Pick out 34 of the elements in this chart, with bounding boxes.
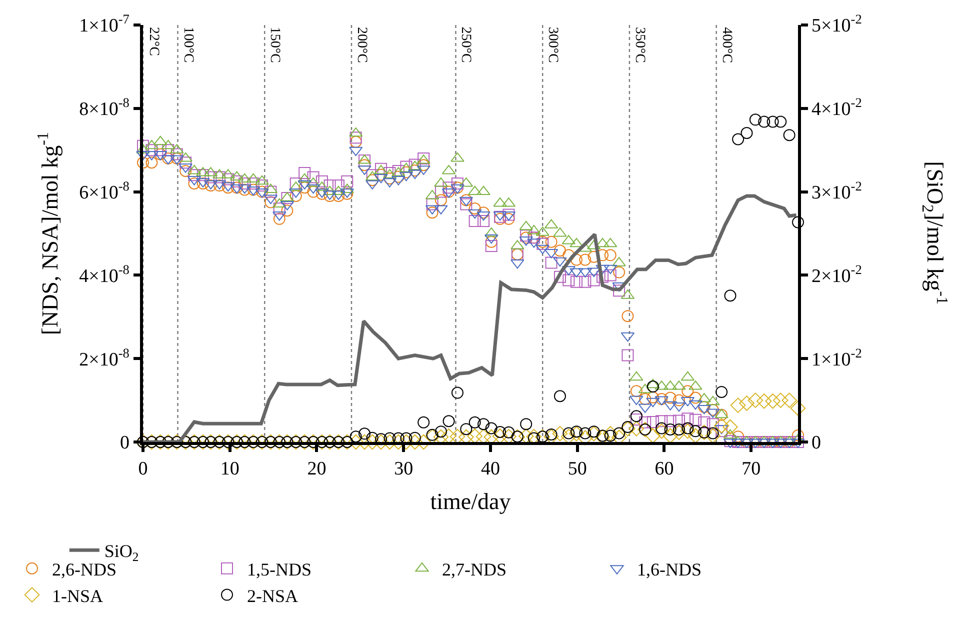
ref-line-label: 150°C [267, 26, 282, 63]
x-tick-label: 50 [568, 458, 587, 480]
y-tick-label: 2×10$^{-8}$ [79, 345, 130, 370]
ref-line-label: 300°C [545, 26, 560, 63]
legend-label: 1-NSA [52, 586, 104, 606]
y-tick-label: 8×10$^{-8}$ [79, 95, 130, 120]
x-tick-label: 40 [480, 458, 500, 480]
legend-label: 1,6-NDS [637, 559, 702, 580]
y-tick-label: 6×10$^{-8}$ [79, 178, 130, 204]
x-tick-label: 20 [307, 458, 326, 480]
ref-line-label: 22°C [146, 27, 161, 56]
y2-tick-label: 3×10$^{-2}$ [812, 178, 862, 204]
ref-line-label: 250°C [458, 26, 474, 63]
y2-tick-label: 4×10$^{-2}$ [812, 95, 862, 120]
x-axis-title: time/day [430, 489, 512, 514]
x-tick-label: 0 [138, 458, 148, 480]
y2-tick-label: 0 [812, 432, 822, 454]
y2-tick-label: 1×10$^{-2}$ [812, 345, 862, 370]
x-tick-label: 60 [654, 458, 674, 480]
x-tick-label: 10 [220, 458, 240, 480]
x-tick-label: 30 [394, 458, 414, 480]
legend-label: 2,7-NDS [442, 559, 507, 580]
ref-line-label: 350°C [632, 27, 647, 63]
legend-label: 1,5-NDS [247, 559, 312, 580]
ref-line-label: 100°C [180, 26, 196, 63]
y2-tick-label: 2×10$^{-2}$ [812, 262, 862, 287]
ref-line-label: 200°C [354, 27, 369, 63]
y-tick-label: 1×10$^{-7}$ [79, 12, 130, 37]
y2-tick-label: 5×10$^{-2}$ [812, 12, 862, 37]
x-tick-label: 70 [742, 458, 761, 480]
legend-label: 2-NSA [247, 586, 298, 606]
y-tick-label: 0 [120, 432, 130, 454]
y-tick-label: 4×10$^{-8}$ [79, 262, 130, 287]
ref-line-label: 400°C [718, 27, 734, 64]
